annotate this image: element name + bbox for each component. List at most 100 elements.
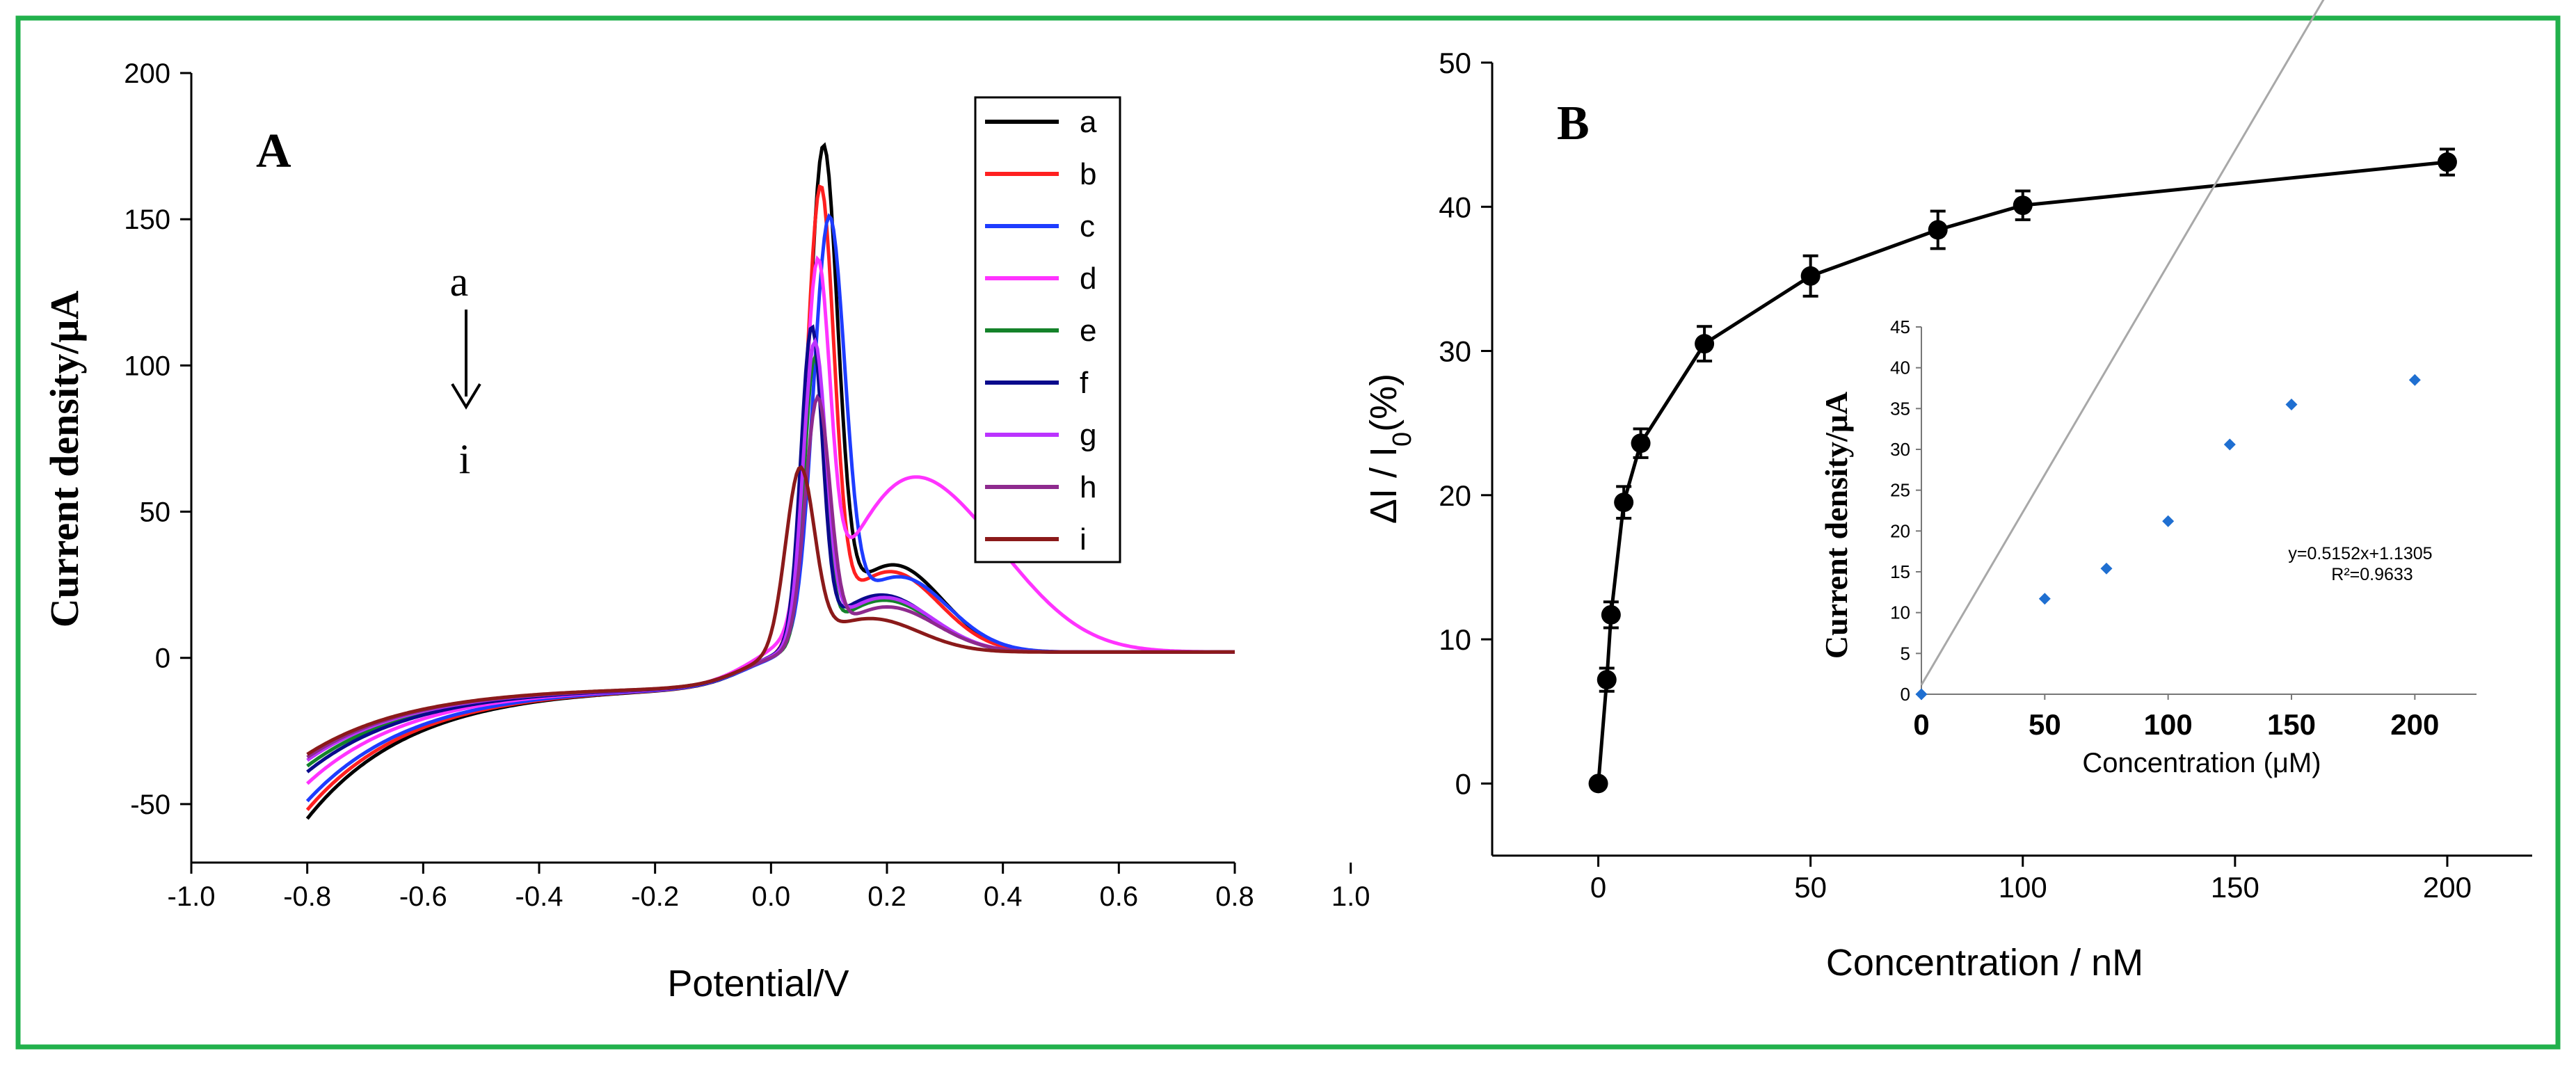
panel-b-y-label-main: ΔI / I (1363, 447, 1405, 524)
legend-label-g: g (1080, 418, 1096, 452)
panel-a-x-tick-label: -0.2 (631, 881, 679, 912)
panel-b-data-point (1588, 774, 1608, 794)
inset-series-group (1915, 0, 2421, 700)
arrow-head (451, 383, 481, 410)
inset-y-tick-label: 25 (1890, 480, 1910, 501)
panel-a-x-tick-label: -1.0 (168, 881, 216, 912)
panel-b-y-label-sub: 0 (1388, 432, 1417, 447)
panel-b-data-point (1695, 334, 1715, 354)
series-line-d (306, 255, 1235, 785)
inset-y-tick-label: 35 (1890, 398, 1910, 419)
figure-frame (15, 15, 2561, 1050)
arrow-end-label: i (459, 436, 471, 482)
panel-a-x-tick-label: 0.0 (752, 881, 791, 912)
inset-y-tick-label: 45 (1890, 317, 1910, 337)
panel-a-y-tick-label: 150 (124, 205, 170, 235)
panel-b-data-point (2437, 152, 2457, 173)
panel-a-x-tick-label: -0.4 (515, 881, 563, 912)
series-line-i (306, 465, 1235, 756)
panel-b-data-point (1631, 433, 1651, 454)
inset-data-point (1915, 688, 1928, 700)
inset-data-point (2100, 562, 2113, 575)
inset-x-tick-label: 50 (2029, 708, 2061, 741)
panel-a-y-tick-label: 0 (155, 643, 170, 674)
panel-b-x-tick-label: 0 (1590, 871, 1606, 904)
inset-y-tick-label: 5 (1901, 643, 1910, 664)
panel-a-x-tick-label: 0.2 (867, 881, 906, 912)
inset-x-tick-label: 0 (1913, 708, 1929, 741)
legend-label-a: a (1080, 105, 1097, 139)
legend-label-i: i (1080, 522, 1087, 556)
inset-data-point (2408, 374, 2421, 386)
panel-b-label: B (1557, 97, 1590, 150)
panel-a-x-axis-label: Potential/V (667, 963, 849, 1004)
inset-y-tick-label: 0 (1901, 684, 1910, 705)
panel-a-axes: -1.0 -0.8 -0.6 -0.4 -0.2 0.0 0.2 0.4 0.6 0.8 1.0 -5… (124, 58, 1370, 912)
panel-b-data-point (2013, 195, 2033, 216)
inset-chart: 0 50 100 150 200 0 5 10 15 20 25 30 35 40 45 y=0.5152x… (1818, 0, 2477, 778)
panel-b-data-point (1597, 670, 1617, 690)
panel-b-x-axis-label: Concentration / nM (1826, 942, 2143, 984)
inset-y-tick-label: 10 (1890, 602, 1910, 623)
inset-data-point (2285, 398, 2298, 410)
panel-a-x-tick-label: 0.8 (1215, 881, 1254, 912)
inset-y-axis-label: Current density/μA (1818, 392, 1854, 659)
panel-a-x-tick-label: 1.0 (1331, 881, 1370, 912)
panel-b-y-tick-label: 20 (1439, 479, 1471, 512)
panel-a-x-tick-label: 0.6 (1100, 881, 1139, 912)
panel-b-data-point (1614, 493, 1634, 513)
panel-a-y-tick-label: 200 (124, 58, 170, 89)
panel-a-x-tick-label: -0.6 (399, 881, 447, 912)
legend-label-e: e (1080, 314, 1096, 348)
inset-fit-line (1920, 0, 2325, 686)
inset-y-tick-label: 15 (1890, 561, 1910, 582)
panel-b-x-tick-label: 150 (2211, 871, 2259, 904)
panel-a-label: A (256, 125, 291, 178)
panel-b-data-point (1928, 220, 1948, 240)
panel-b-y-tick-label: 40 (1439, 191, 1471, 223)
panel-b-x-tick-label: 100 (1999, 871, 2047, 904)
panel-b-y-tick-label: 10 (1439, 623, 1471, 656)
inset-axes: 0 50 100 150 200 0 5 10 15 20 25 30 35 40 45 (1890, 317, 2477, 741)
panel-a-x-tick-label: 0.4 (984, 881, 1023, 912)
panel-b-data-point (1800, 266, 1821, 286)
inset-y-tick-label: 40 (1890, 358, 1910, 378)
panel-b-y-axis-label: ΔI / I0(%) (1363, 374, 1417, 524)
legend-label-f: f (1080, 366, 1089, 400)
inset-data-point (2223, 438, 2236, 451)
panel-a-series-group (305, 142, 1235, 820)
legend-label-b: b (1080, 157, 1096, 191)
inset-y-tick-label: 20 (1890, 520, 1910, 541)
arrow-start-label: a (450, 259, 469, 305)
inset-fit-equation: y=0.5152x+1.1305 (2288, 544, 2432, 563)
panel-a-y-tick-label: 50 (140, 497, 171, 528)
inset-x-tick-label: 150 (2267, 708, 2316, 741)
inset-x-tick-label: 200 (2390, 708, 2439, 741)
inset-data-point (2162, 515, 2175, 527)
panel-a-y-tick-label: 100 (124, 351, 170, 381)
panel-b-y-tick-label: 30 (1439, 335, 1471, 368)
panel-b-data-point (1601, 604, 1621, 625)
legend-label-c: c (1080, 209, 1095, 243)
panel-b-series-line (1597, 160, 2448, 784)
inset-fit-r2: R²=0.9633 (2331, 565, 2413, 584)
inset-y-tick-label: 30 (1890, 439, 1910, 460)
inset-x-tick-label: 100 (2144, 708, 2193, 741)
inset-data-point (2038, 593, 2051, 605)
legend-label-h: h (1080, 470, 1096, 504)
panel-a-y-axis-label: Current density/μA (42, 291, 87, 628)
panel-a: -1.0 -0.8 -0.6 -0.4 -0.2 0.0 0.2 0.4 0.6 0.8 1.0 -5… (42, 58, 1370, 1004)
panel-b-x-tick-label: 200 (2423, 871, 2472, 904)
panel-b-y-label-tail: (%) (1363, 374, 1405, 432)
panel-b-series-group (1588, 147, 2457, 794)
panel-b-x-tick-label: 50 (1794, 871, 1827, 904)
panel-a-x-tick-label: -0.8 (283, 881, 331, 912)
inset-x-axis-label: Concentration (μM) (2082, 748, 2321, 778)
legend-label-d: d (1080, 262, 1096, 296)
panel-a-y-tick-label: -50 (130, 790, 170, 820)
panel-b-y-tick-label: 0 (1455, 767, 1471, 800)
